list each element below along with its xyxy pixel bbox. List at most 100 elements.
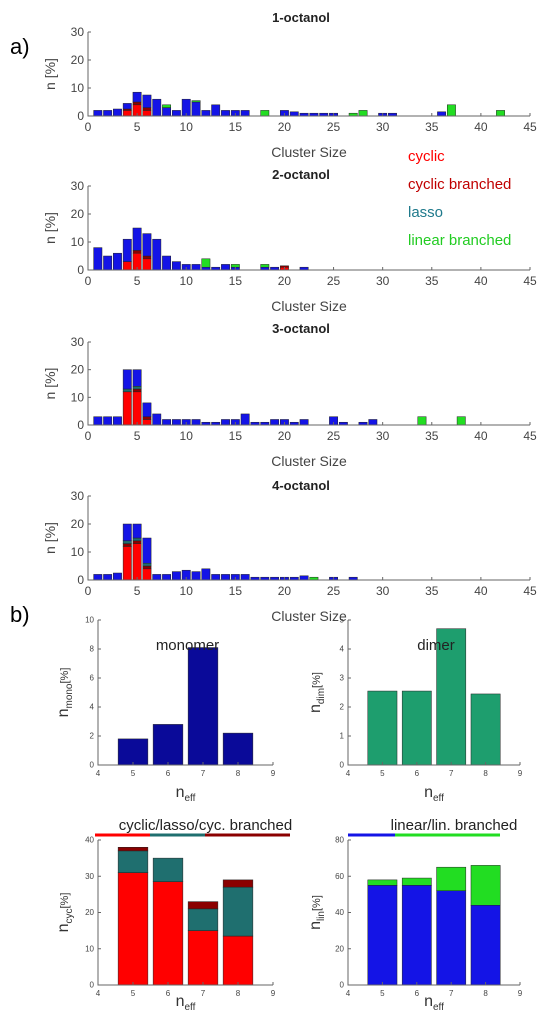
y-tick-label: 4: [340, 645, 345, 654]
x-tick-label: 7: [201, 769, 206, 778]
bar-linear: [103, 574, 113, 581]
x-tick-label: 45: [523, 584, 537, 598]
bar-linear: [142, 94, 152, 108]
y-tick-label: 4: [90, 703, 95, 712]
bar-linear: [221, 110, 230, 117]
bar-lasso: [222, 886, 254, 937]
bar-linear: [289, 111, 299, 117]
chart-6: neff ndim[%]: [307, 619, 521, 804]
bar-cyclic_branched: [117, 847, 149, 852]
x-axis-label: neff: [176, 993, 196, 1012]
x-tick-label: 10: [180, 429, 194, 443]
bar-linear: [93, 574, 103, 581]
x-tick-label: 45: [523, 120, 537, 134]
x-tick-label: 5: [134, 584, 141, 598]
x-tick-label: 35: [425, 120, 439, 134]
bar-linear: [367, 885, 398, 986]
x-tick-label: 4: [346, 989, 351, 998]
y-tick-label: 10: [85, 944, 94, 953]
bar-linear: [299, 575, 309, 581]
bar-linear: [142, 537, 152, 564]
y-tick-label: 0: [77, 573, 84, 587]
y-tick-label: 0: [90, 761, 95, 770]
x-axis-label: Cluster Size: [271, 453, 347, 469]
x-tick-label: 0: [85, 120, 92, 134]
bar-linear: [201, 568, 211, 581]
x-tick-label: 5: [134, 274, 141, 288]
x-tick-label: 10: [180, 584, 194, 598]
chart-title: dimer: [417, 637, 455, 654]
bar-cyclic_branched: [142, 255, 152, 260]
bar-lasso: [187, 908, 219, 931]
chart-title: 3-octanol: [272, 321, 330, 336]
bar-linear_branched: [456, 416, 466, 426]
y-tick-label: 30: [71, 489, 85, 503]
y-axis-label: ncyc[%]: [55, 893, 75, 933]
x-tick-label: 45: [523, 274, 537, 288]
y-tick-label: 20: [71, 53, 85, 67]
legend-cyclic-branched: cyclic branched: [408, 176, 512, 193]
bar-linear: [132, 523, 142, 539]
bar-linear: [132, 227, 142, 251]
chart-1: [87, 31, 531, 117]
y-axis-label: n [%]: [42, 368, 58, 400]
x-tick-label: 35: [425, 584, 439, 598]
bar-linear: [162, 574, 172, 581]
bar-linear: [122, 523, 132, 542]
bar-linear: [171, 571, 181, 581]
y-axis-label: n [%]: [42, 212, 58, 244]
y-tick-label: 10: [71, 390, 85, 404]
x-tick-label: 4: [96, 989, 101, 998]
y-tick-label: 40: [335, 908, 344, 917]
y-axis-label: n [%]: [42, 522, 58, 554]
y-tick-label: 0: [77, 418, 84, 432]
bar-lasso: [122, 388, 132, 393]
bar-lasso: [132, 386, 142, 390]
bar-cyclic: [142, 110, 152, 117]
bar-linear_branched: [260, 110, 270, 117]
y-tick-label: 3: [340, 674, 345, 683]
x-tick-label: 0: [85, 584, 92, 598]
x-axis-label: Cluster Size: [271, 144, 347, 160]
y-tick-label: 10: [71, 81, 85, 95]
bar-cyclic: [122, 110, 132, 117]
bar-monomer: [152, 724, 184, 766]
x-tick-label: 5: [380, 989, 385, 998]
y-tick-label: 5: [340, 616, 345, 625]
bar-cyclic: [142, 258, 152, 271]
bar-dimer: [401, 690, 432, 766]
y-tick-label: 40: [85, 836, 94, 845]
bar-linear_branched: [496, 110, 505, 117]
x-tick-label: 15: [229, 584, 243, 598]
bar-lasso: [142, 562, 152, 567]
bar-cyclic: [187, 930, 219, 986]
x-tick-label: 30: [376, 274, 390, 288]
x-tick-label: 15: [229, 120, 243, 134]
bar-linear: [191, 264, 201, 271]
bar-cyclic: [142, 568, 152, 581]
bar-linear: [122, 369, 132, 390]
x-tick-label: 20: [278, 429, 292, 443]
x-axis-label: neff: [424, 993, 444, 1012]
bar-cyclic_branched: [132, 540, 142, 544]
bar-linear: [211, 104, 221, 117]
x-tick-label: 20: [278, 120, 292, 134]
panel-label-a: a): [10, 34, 30, 59]
x-tick-label: 6: [415, 989, 420, 998]
bar-linear: [436, 890, 467, 986]
chart-title: linear/lin. branched: [391, 817, 518, 834]
x-tick-label: 5: [131, 769, 136, 778]
panel-label-b: b): [10, 602, 30, 627]
bar-linear: [132, 91, 142, 103]
bar-linear_branched: [162, 104, 172, 108]
bar-linear: [171, 419, 181, 426]
y-tick-label: 0: [90, 981, 95, 990]
bar-cyclic_branched: [187, 901, 219, 910]
bar-linear: [93, 416, 103, 426]
x-tick-label: 10: [180, 120, 194, 134]
bar-cyclic_branched: [132, 250, 142, 254]
bar-linear: [152, 238, 162, 271]
bar-monomer: [222, 732, 254, 766]
bar-cyclic_branched: [142, 565, 152, 570]
x-tick-label: 8: [236, 989, 241, 998]
